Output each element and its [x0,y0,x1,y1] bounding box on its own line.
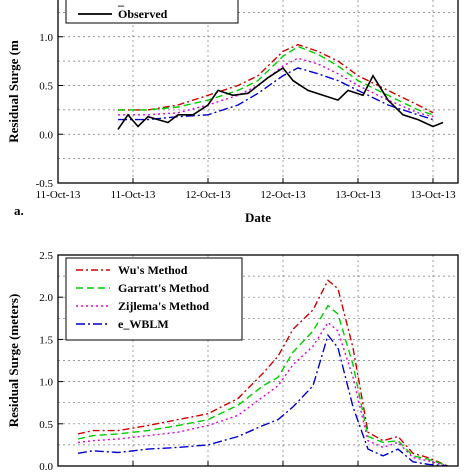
legend-box [65,257,243,341]
x-tick-label: 12-Oct-13 [185,189,231,201]
x-tick-label: 12-Oct-13 [260,189,306,201]
series-line-wu-s-method [77,279,449,466]
y-axis-label: Residual Surge (meters) [6,294,21,428]
series-line-garratt-s-method [118,45,434,116]
y-tick-label: 0.5 [39,419,53,431]
y-tick-label: 1.0 [39,32,53,44]
series-line-zijlema-s-method [118,57,434,118]
y-tick-label: 0.0 [39,129,53,141]
legend-label: Garratt's Method [118,281,209,295]
x-tick-label: 13-Oct-13 [335,189,381,201]
y-tick-label: 0.5 [39,81,53,93]
legend-box [65,0,239,24]
series-line-wu-s-method [118,43,434,114]
chart-panel-a: -0.5 0.0 0.5 1.0 11-Oct-13 11-Oct-13 12-Oct-13… [6,0,459,225]
y-tick-label: 1.5 [39,334,53,346]
y-tick-label: 1.0 [39,377,53,389]
series-line-e-wblm [77,333,449,466]
series-line-e-wblm [118,67,434,121]
legend-label: _ [117,0,125,8]
series-line-zijlema-s-method [77,321,449,466]
x-tick-label: 11-Oct-13 [111,189,156,201]
y-tick-label: -0.5 [36,178,54,190]
y-tick-label: 2.0 [39,292,53,304]
axes-frame [57,254,459,467]
x-tick-label: 11-Oct-13 [36,189,81,201]
y-axis-label: Residual Surge (m [6,40,21,143]
legend-label: Zijlema's Method [118,299,209,313]
axes-frame [57,0,459,184]
series-line-observed [117,66,444,130]
x-tick-label: 13-Oct-13 [410,189,456,201]
series-line-garratt-s-method [77,304,449,466]
chart-panel-b: 0.0 0.5 1.0 1.5 2.0 2.5 Residual Surge (meters… [6,250,459,473]
y-tick-label: 0.0 [39,461,53,473]
y-tick-label: 2.5 [39,250,53,262]
legend-label: e_WBLM [118,317,169,331]
x-axis-label: Date [245,210,271,225]
legend-label: Observed [118,7,168,21]
panel-label: a. [14,203,24,218]
legend-label: Wu's Method [118,263,188,277]
